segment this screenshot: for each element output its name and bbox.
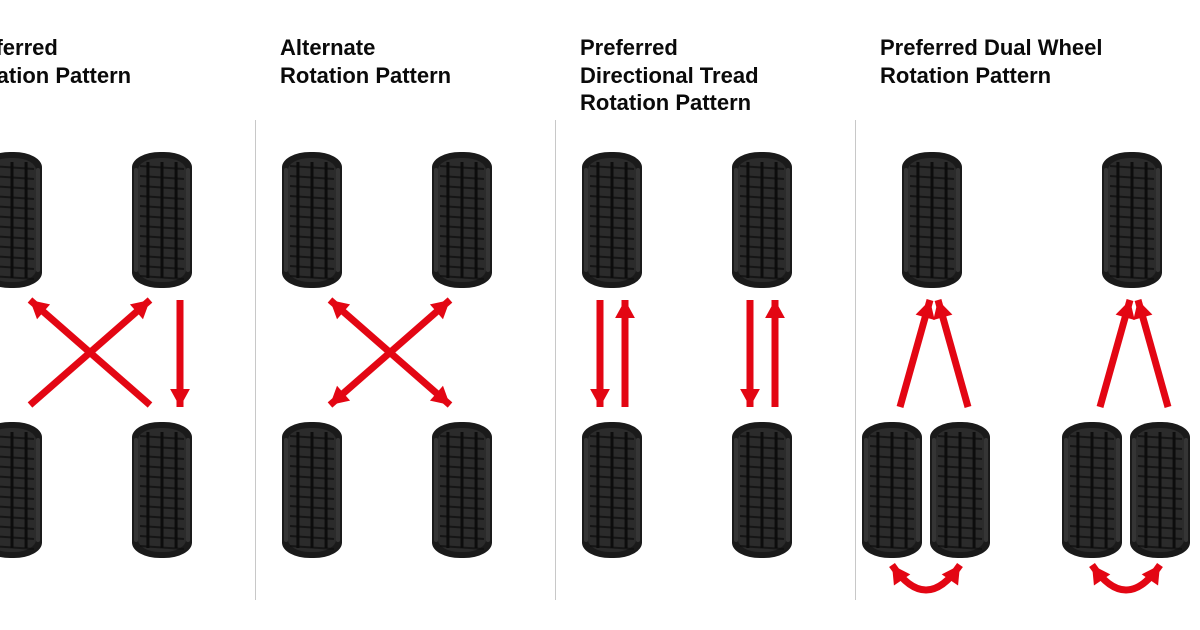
tire-icon: [1100, 150, 1164, 295]
tire-icon: [730, 420, 794, 565]
tire-icon: [1128, 420, 1192, 565]
panel-title: Preferred Directional Tread Rotation Pat…: [580, 34, 759, 117]
tire-icon: [1060, 420, 1124, 565]
tire-icon: [430, 420, 494, 565]
tire-icon: [0, 420, 44, 565]
panel-divider: [855, 120, 856, 600]
panel-alternate: Alternate Rotation Pattern: [260, 0, 550, 630]
tire-icon: [900, 150, 964, 295]
tire-icon: [130, 150, 194, 295]
tire-icon: [580, 150, 644, 295]
tire-icon: [280, 420, 344, 565]
tire-icon: [130, 420, 194, 565]
tire-icon: [0, 150, 44, 295]
tire-icon: [430, 150, 494, 295]
panel-title: Alternate Rotation Pattern: [280, 34, 451, 89]
panel-directional: Preferred Directional Tread Rotation Pat…: [560, 0, 850, 630]
panel-divider: [555, 120, 556, 600]
panel-divider: [255, 120, 256, 600]
panel-preferred: Preferred Rotation Pattern: [0, 0, 250, 630]
tire-icon: [928, 420, 992, 565]
tire-icon: [730, 150, 794, 295]
panel-title: Preferred Rotation Pattern: [0, 34, 131, 89]
tire-icon: [280, 150, 344, 295]
tire-icon: [860, 420, 924, 565]
tire-icon: [580, 420, 644, 565]
panel-dual: Preferred Dual Wheel Rotation Pattern: [860, 0, 1200, 630]
panel-title: Preferred Dual Wheel Rotation Pattern: [880, 34, 1103, 89]
rotation-patterns-diagram: Preferred Rotation Pattern Alternate Rota…: [0, 0, 1200, 630]
